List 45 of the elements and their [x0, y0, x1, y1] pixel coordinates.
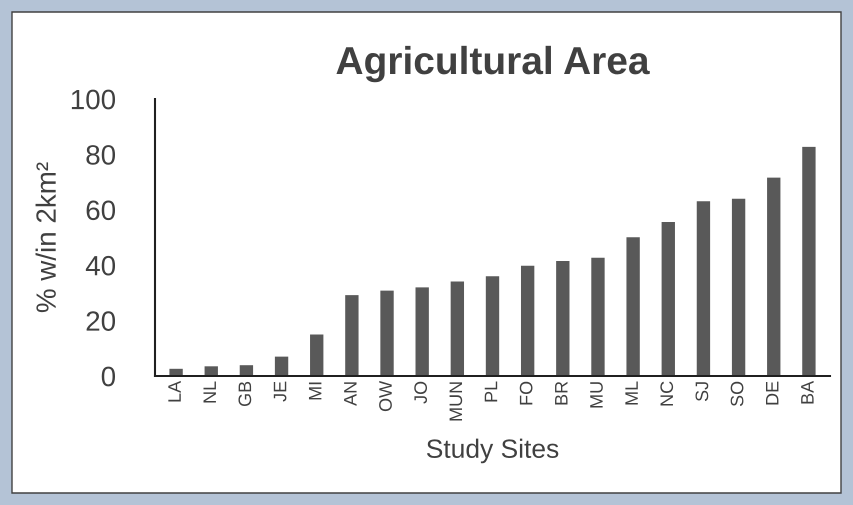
- x-tick-label: MUN: [450, 382, 462, 420]
- x-tick-label: NL: [203, 381, 216, 402]
- bar: [486, 276, 500, 376]
- x-tick-label: BA: [801, 380, 814, 404]
- bar: [767, 178, 780, 376]
- bar: [732, 198, 746, 376]
- bar: [240, 365, 254, 376]
- x-tick-label: BR: [555, 382, 568, 404]
- x-tick-label: OW: [379, 380, 392, 412]
- bar: [802, 146, 816, 376]
- y-axis-title: % w/in 2km²: [36, 162, 56, 312]
- x-tick-label: GB: [238, 382, 252, 406]
- x-axis-title: Study Sites: [426, 438, 558, 464]
- y-tick-label: 100: [72, 90, 116, 110]
- x-tick-label: SO: [730, 382, 744, 406]
- bar: [380, 290, 394, 376]
- x-tick-label: MU: [590, 382, 603, 408]
- x-tick-label: DE: [766, 382, 778, 404]
- x-tick-label: MI: [308, 382, 322, 400]
- bar: [274, 356, 288, 376]
- x-tick-label: ML: [625, 381, 638, 404]
- bar: [450, 282, 464, 376]
- y-tick-label: 60: [86, 200, 116, 220]
- chart-title: Agricultural Area: [336, 46, 650, 82]
- y-tick-label: 40: [86, 256, 116, 276]
- y-tick-label: 20: [86, 311, 116, 331]
- x-tick-label: PL: [484, 381, 498, 402]
- bar: [662, 222, 675, 376]
- x-tick-label: JE: [274, 382, 286, 402]
- bar: [591, 258, 605, 376]
- bar: [626, 237, 640, 376]
- x-tick-label: JO: [414, 382, 428, 404]
- y-tick-label: 0: [102, 366, 116, 386]
- x-tick-label: LA: [168, 380, 181, 402]
- bar: [345, 295, 359, 376]
- bar: [416, 287, 429, 376]
- bar: [310, 334, 324, 376]
- x-tick-label: AN: [344, 382, 357, 406]
- x-tick-label: SJ: [696, 382, 708, 402]
- y-tick-label: 80: [86, 145, 116, 165]
- x-tick-label: NC: [660, 382, 674, 406]
- x-tick-label: FO: [520, 382, 533, 404]
- bar: [520, 266, 534, 376]
- bar: [696, 201, 710, 376]
- bar: [556, 261, 570, 376]
